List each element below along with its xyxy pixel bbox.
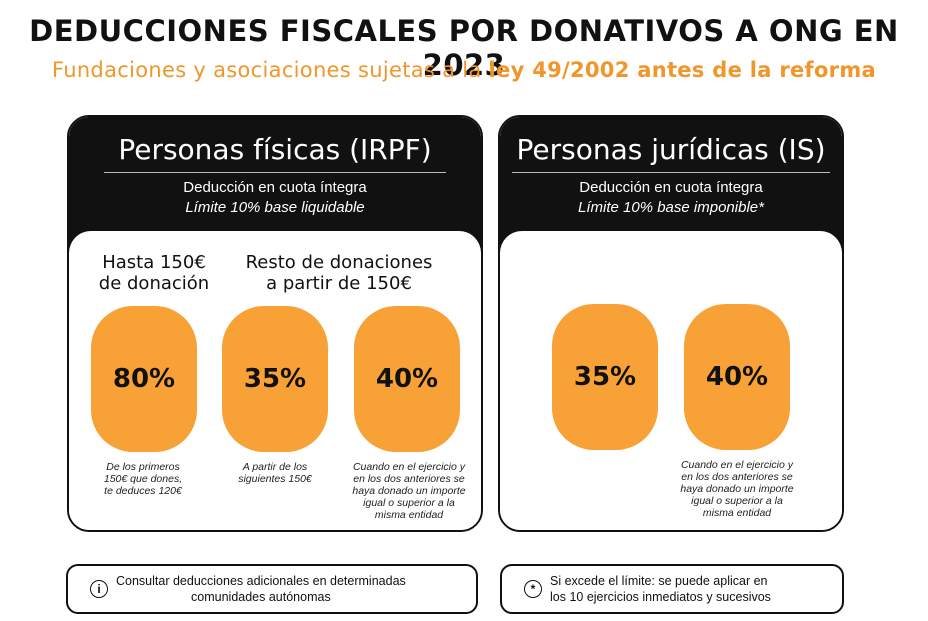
rate-badge-35: 35%	[552, 304, 658, 450]
is-card-divider	[512, 172, 830, 173]
footer-line: comunidades autónomas	[191, 590, 331, 604]
footer-note-text: Si excede el límite: se puede aplicar en…	[550, 573, 771, 605]
rate-badge-80: 80%	[91, 306, 197, 452]
rate-value: 35%	[243, 364, 307, 394]
group-heading-line: Resto de donaciones	[245, 252, 433, 273]
subtitle-bold-text: ley 49/2002 antes de la reforma	[488, 58, 876, 82]
asterisk-mark: *	[758, 199, 764, 216]
rate-value: 40%	[705, 362, 769, 392]
irpf-limit: Límite 10% base liquidable	[185, 199, 365, 216]
footer-line: Consultar deducciones adicionales en det…	[116, 574, 406, 588]
footer-line: los 10 ejercicios inmediatos y sucesivos	[550, 590, 771, 604]
group-heading-line: de donación	[98, 273, 210, 294]
rate-note-35: A partir de los siguientes 150€	[211, 461, 339, 485]
rate-badge-35: 35%	[222, 306, 328, 452]
irpf-card-description: Deducción en cuota íntegra Límite 10% ba…	[69, 178, 481, 218]
note-line: misma entidad	[374, 509, 444, 521]
info-icon: i	[90, 580, 108, 598]
is-limit-text: Límite 10% base imponible	[578, 199, 759, 216]
footer-line: Si excede el límite: se puede aplicar en	[550, 574, 768, 588]
rate-note-40: Cuando en el ejercicio y en los dos ante…	[662, 459, 812, 519]
irpf-deduction-type: Deducción en cuota íntegra	[183, 179, 367, 196]
irpf-card-divider	[104, 172, 446, 173]
rate-badge-40: 40%	[354, 306, 460, 452]
note-line: igual o superior a la	[363, 497, 455, 509]
is-card-description: Deducción en cuota íntegra Límite 10% ba…	[500, 178, 842, 218]
irpf-card-title: Personas físicas (IRPF)	[118, 133, 432, 166]
group-heading-first-150: Hasta 150€ de donación	[75, 252, 233, 294]
note-line: A partir de los	[242, 461, 308, 473]
note-line: te deduces 120€	[104, 485, 182, 497]
note-line: De los primeros	[106, 461, 180, 473]
note-line: siguientes 150€	[238, 473, 312, 485]
note-line: igual o superior a la	[691, 495, 783, 507]
note-line: en los dos anteriores se	[353, 473, 465, 485]
group-heading-rest: Resto de donaciones a partir de 150€	[229, 252, 449, 294]
footer-note-regional: i Consultar deducciones adicionales en d…	[66, 564, 478, 614]
is-deduction-type: Deducción en cuota íntegra	[579, 179, 763, 196]
rate-value: 80%	[112, 364, 176, 394]
footer-note-text: Consultar deducciones adicionales en det…	[116, 573, 406, 605]
rate-badge-40: 40%	[684, 304, 790, 450]
is-card-body: 35% 40% Cuando en el ejercicio y en los …	[500, 231, 842, 530]
page-subtitle: Fundaciones y asociaciones sujetas a la …	[0, 58, 928, 82]
note-line: en los dos anteriores se	[681, 471, 793, 483]
group-heading-line: Hasta 150€	[102, 252, 206, 273]
note-line: haya donado un importe	[352, 485, 466, 497]
is-card: Personas jurídicas (IS) Deducción en cuo…	[498, 115, 844, 532]
footer-note-limit: * Si excede el límite: se puede aplicar …	[500, 564, 844, 614]
page-title: DEDUCCIONES FISCALES POR DONATIVOS A ONG…	[29, 14, 899, 82]
note-line: Cuando en el ejercicio y	[680, 459, 794, 471]
note-line: misma entidad	[702, 507, 772, 519]
is-limit: Límite 10% base imponible*	[500, 198, 842, 218]
rate-note-40: Cuando en el ejercicio y en los dos ante…	[335, 461, 481, 521]
irpf-card-body: Hasta 150€ de donación Resto de donacion…	[69, 231, 481, 530]
note-line: 150€ que dones,	[103, 473, 183, 485]
is-card-title: Personas jurídicas (IS)	[516, 133, 826, 166]
group-heading-line: a partir de 150€	[266, 273, 412, 294]
rate-note-80: De los primeros 150€ que dones, te deduc…	[79, 461, 207, 497]
note-line: haya donado un importe	[680, 483, 794, 495]
subtitle-plain-text: Fundaciones y asociaciones sujetas a la	[51, 58, 489, 82]
asterisk-icon: *	[524, 580, 542, 598]
rate-value: 40%	[375, 364, 439, 394]
irpf-card: Personas físicas (IRPF) Deducción en cuo…	[67, 115, 483, 532]
note-line: Cuando en el ejercicio y	[352, 461, 466, 473]
rate-value: 35%	[573, 362, 637, 392]
